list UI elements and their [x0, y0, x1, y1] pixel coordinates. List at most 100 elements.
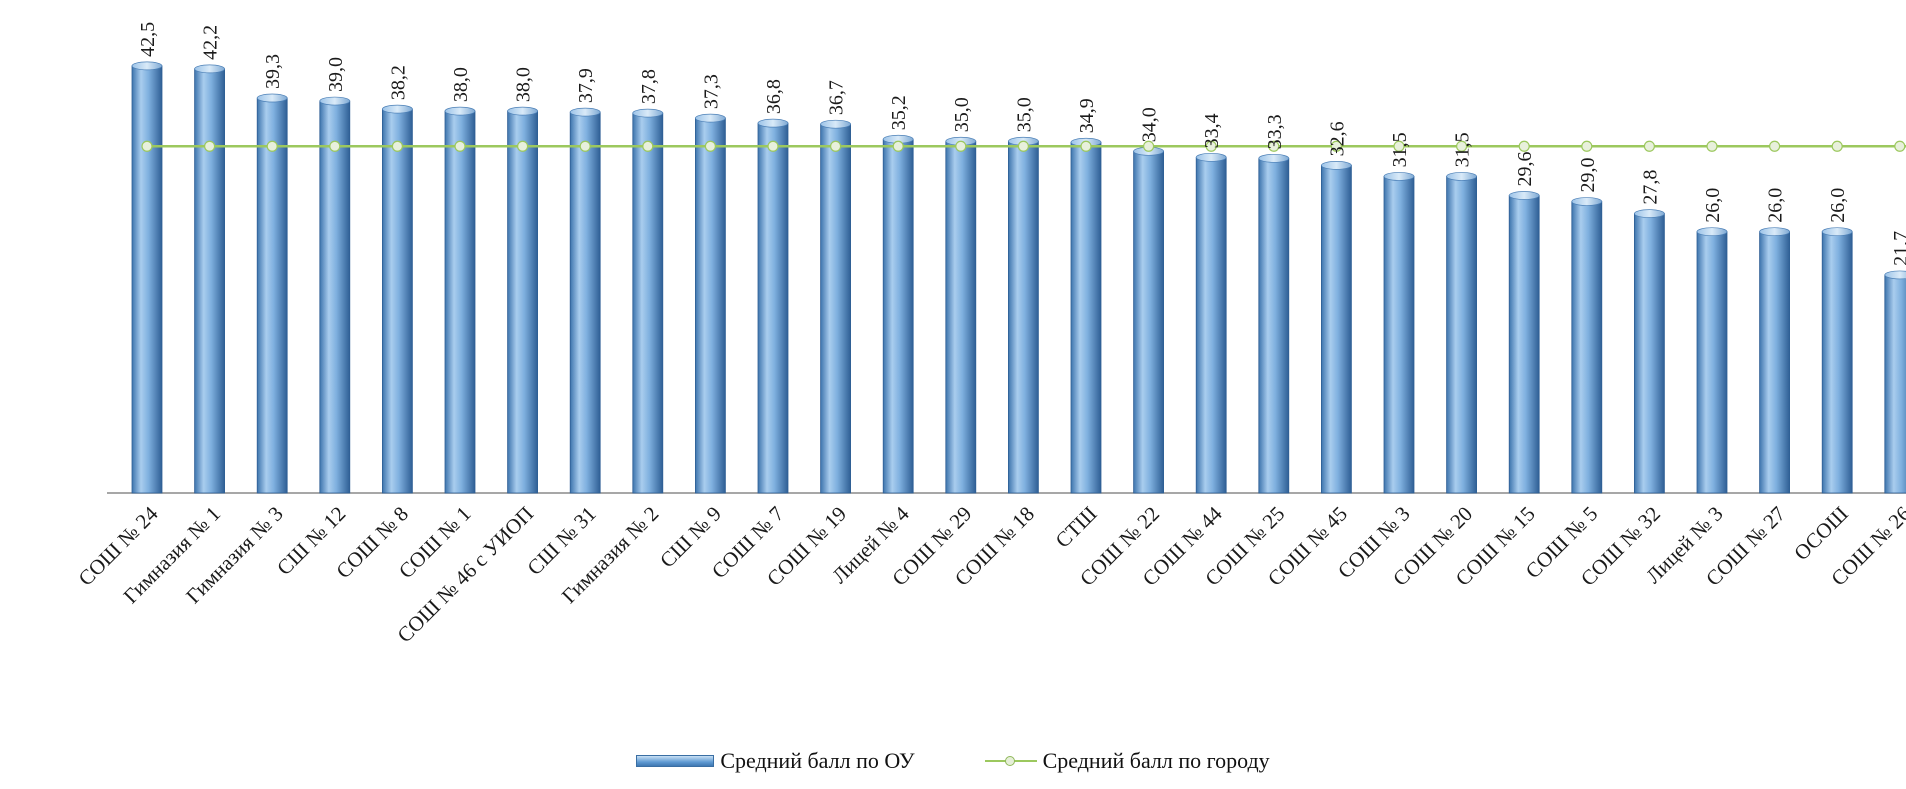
legend-bar-swatch — [636, 755, 715, 767]
data-label: 31,5 — [1452, 132, 1474, 167]
bar — [1446, 172, 1477, 494]
average-point — [1455, 140, 1468, 152]
bar-body — [1258, 157, 1290, 494]
average-point — [892, 140, 904, 152]
data-label: 37,8 — [638, 69, 660, 104]
data-label: 37,9 — [575, 68, 597, 103]
bar-cap — [1884, 270, 1906, 280]
bar — [757, 118, 789, 494]
bar-cap — [1508, 191, 1540, 200]
bar-cap — [1821, 227, 1853, 237]
bar-body — [1508, 195, 1540, 494]
average-point — [642, 140, 654, 152]
bar — [1571, 197, 1603, 494]
category-label: СТШ — [1051, 502, 1102, 553]
bar — [1696, 227, 1728, 494]
bar-body — [695, 117, 726, 494]
bar-cap — [632, 108, 664, 118]
bar-cap — [131, 61, 163, 71]
bar — [695, 113, 726, 494]
average-point — [391, 140, 403, 152]
legend: Средний балл по ОУ Средний балл по город… — [0, 748, 1906, 774]
bar — [256, 93, 288, 494]
bar — [1508, 191, 1540, 494]
bar — [381, 104, 413, 494]
bar-body — [1133, 150, 1164, 494]
data-label: 35,0 — [951, 97, 973, 132]
average-point — [579, 140, 591, 152]
bar-cap — [1321, 161, 1352, 170]
legend-line-swatch — [984, 754, 1037, 768]
bar — [1258, 153, 1290, 494]
data-label: 39,3 — [262, 54, 284, 89]
bar — [1383, 172, 1415, 494]
average-point — [204, 140, 216, 152]
data-label: 33,4 — [1201, 113, 1223, 148]
bar-body — [1571, 201, 1603, 494]
bar-cap — [569, 107, 601, 117]
data-label: 35,2 — [888, 95, 910, 130]
data-label: 27,8 — [1639, 170, 1661, 205]
bar-cap — [1696, 227, 1728, 237]
bar-body — [882, 138, 914, 494]
average-point — [1581, 140, 1593, 152]
data-label: 36,8 — [763, 79, 785, 114]
average-point — [1268, 140, 1280, 152]
average-point — [329, 140, 341, 152]
average-point — [141, 140, 153, 152]
bar-body — [1759, 231, 1790, 494]
average-point — [1330, 140, 1343, 152]
data-label: 33,3 — [1264, 114, 1286, 149]
average-point — [1017, 140, 1030, 152]
average-point — [1768, 140, 1781, 152]
bar — [131, 61, 163, 494]
bar — [882, 134, 914, 494]
average-point — [1894, 140, 1906, 152]
bar-cap — [757, 118, 789, 128]
bar — [1634, 209, 1665, 494]
data-label: 38,2 — [387, 65, 409, 100]
bar-body — [1446, 176, 1477, 494]
average-point — [767, 140, 779, 152]
average-point — [955, 140, 967, 152]
bar — [194, 64, 226, 494]
data-label: 36,7 — [826, 80, 848, 115]
bar-cap — [1634, 209, 1665, 218]
bar — [1133, 146, 1164, 494]
bar-body — [131, 65, 163, 494]
bar — [1759, 227, 1790, 494]
bar-cap — [382, 104, 413, 114]
bar-cap — [256, 93, 288, 103]
bar-cap — [319, 96, 351, 106]
bar — [444, 106, 476, 494]
data-label: 42,5 — [137, 22, 159, 57]
bar — [507, 106, 539, 494]
bar-body — [1070, 141, 1102, 494]
bar — [569, 107, 601, 494]
bar — [820, 119, 851, 494]
bar-cap — [1195, 152, 1227, 162]
bar-body — [820, 123, 851, 494]
bar-cap — [1571, 197, 1603, 206]
legend-item-bars: Средний балл по ОУ — [636, 748, 915, 774]
average-point — [516, 140, 529, 152]
bar-body — [1383, 176, 1415, 494]
bar-cap — [444, 106, 476, 116]
average-point — [829, 140, 842, 152]
bar-body — [319, 100, 351, 494]
bar — [319, 96, 351, 494]
bar — [1008, 136, 1039, 494]
bar-body — [381, 108, 413, 494]
bar-cap — [1383, 172, 1415, 181]
bar-body — [444, 110, 476, 494]
bar-body — [1884, 274, 1906, 494]
bar-cap — [820, 119, 851, 129]
data-labels-layer: 42,5 42,2 39,3 39,0 38,2 38,0 38,0 37,9 37,8 37,3… — [137, 22, 1906, 266]
bar — [632, 108, 664, 494]
bar-cap — [194, 64, 225, 74]
bar — [1195, 152, 1227, 494]
data-label: 26,0 — [1702, 188, 1724, 223]
bar — [1321, 161, 1352, 494]
